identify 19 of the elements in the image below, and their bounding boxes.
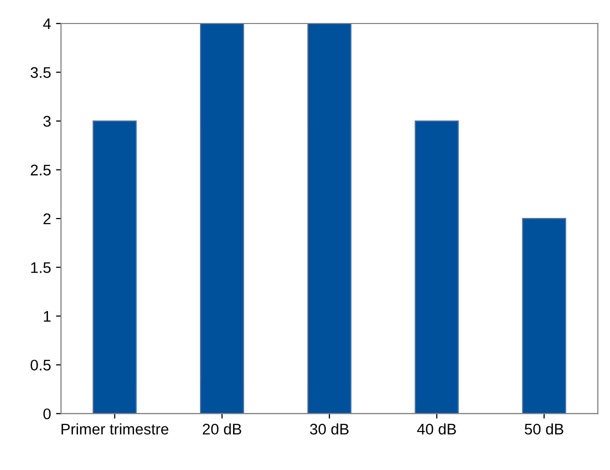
y-tick-label: 0: [43, 408, 51, 420]
x-tick-label: 30 dB: [310, 423, 349, 435]
y-tick-label: 1: [44, 311, 51, 322]
y-tick-label: 3.5: [30, 67, 51, 78]
bar: [92, 120, 137, 414]
y-tick-label: 2.5: [30, 164, 51, 176]
bar: [522, 218, 566, 414]
y-tick-label: 2: [44, 213, 51, 224]
x-tick-label: 40 dB: [417, 423, 456, 435]
x-tick-label: 20 dB: [202, 423, 242, 435]
y-tick-label: 4: [43, 18, 51, 30]
bar: [200, 24, 244, 414]
bar: [307, 24, 352, 414]
bar: [414, 120, 459, 414]
x-tick-label: 50 dB: [524, 423, 564, 435]
x-tick-label: Primer trimestre: [62, 423, 168, 435]
y-tick-label: 1.5: [31, 262, 51, 273]
y-tick-label: 0.5: [30, 360, 51, 371]
y-tick-label: 3: [43, 116, 51, 127]
